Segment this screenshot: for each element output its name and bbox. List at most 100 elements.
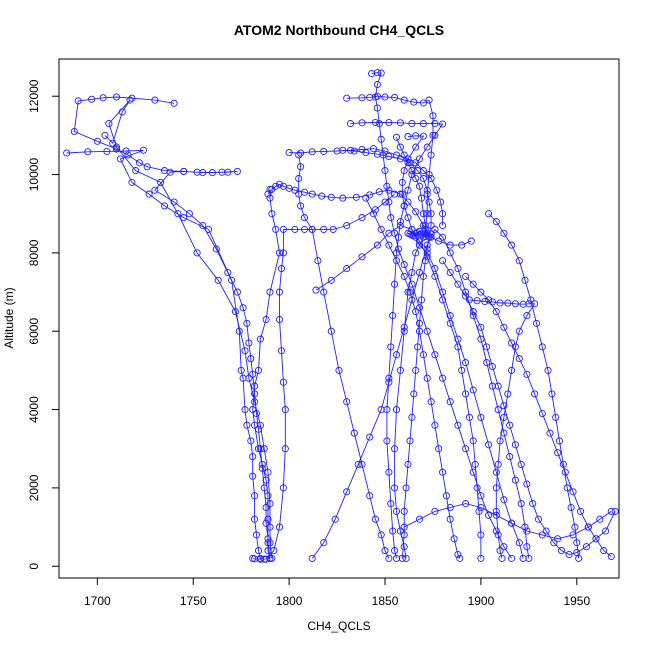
- data-point: [494, 382, 502, 390]
- data-point: [521, 523, 529, 531]
- data-point: [93, 137, 101, 145]
- data-point: [116, 155, 124, 163]
- data-point: [295, 190, 303, 198]
- data-point: [385, 186, 393, 194]
- data-point: [515, 355, 523, 363]
- data-point: [417, 194, 426, 202]
- data-point: [132, 167, 140, 175]
- data-point: [329, 225, 337, 233]
- data-point: [193, 168, 201, 176]
- series-line: [298, 154, 390, 559]
- data-point: [433, 186, 441, 194]
- data-point: [139, 146, 147, 154]
- series-line: [342, 149, 432, 559]
- data-point: [417, 296, 426, 304]
- data-point: [358, 214, 366, 222]
- data-point: [415, 304, 424, 312]
- data-point: [450, 535, 458, 543]
- data-point: [350, 429, 358, 437]
- data-point: [389, 312, 397, 320]
- data-point: [224, 268, 232, 277]
- data-point: [419, 99, 427, 107]
- data-point: [412, 143, 420, 151]
- data-point: [582, 543, 590, 551]
- data-point: [295, 174, 303, 183]
- data-point: [343, 488, 351, 496]
- data-point: [185, 210, 193, 218]
- data-point: [266, 523, 274, 531]
- data-point: [145, 190, 153, 198]
- data-point: [415, 155, 424, 163]
- data-point: [423, 374, 431, 382]
- data-point: [406, 437, 414, 445]
- data-point: [496, 547, 504, 555]
- data-point: [439, 257, 447, 265]
- data-point: [279, 378, 287, 386]
- data-point: [477, 413, 485, 421]
- data-point: [527, 296, 535, 304]
- data-point: [312, 286, 320, 294]
- data-point: [392, 133, 401, 141]
- data-point: [521, 276, 529, 284]
- data-point: [542, 527, 550, 535]
- data-point: [373, 150, 381, 158]
- data-point: [454, 343, 462, 351]
- data-point: [254, 445, 263, 453]
- data-point: [400, 202, 408, 210]
- data-point: [523, 370, 531, 378]
- data-point: [454, 421, 462, 429]
- data-point: [477, 554, 485, 562]
- data-point: [392, 507, 401, 515]
- data-point: [264, 515, 272, 523]
- data-point: [492, 218, 500, 226]
- data-point: [275, 315, 284, 324]
- data-point: [291, 225, 299, 233]
- data-point: [126, 96, 134, 104]
- data-point: [392, 257, 401, 265]
- data-point: [262, 519, 270, 527]
- data-point: [346, 120, 355, 128]
- data-point: [437, 198, 445, 206]
- data-point: [251, 398, 259, 406]
- data-point: [517, 460, 525, 468]
- data-point: [358, 460, 366, 468]
- data-point: [561, 468, 569, 476]
- series-line: [403, 503, 612, 540]
- data-point: [552, 413, 560, 421]
- data-point: [63, 149, 71, 157]
- data-point: [391, 280, 399, 288]
- data-point: [266, 288, 274, 296]
- data-point: [277, 265, 286, 273]
- data-point: [385, 118, 393, 127]
- data-point: [231, 308, 239, 316]
- data-point: [555, 437, 564, 445]
- data-point: [425, 96, 433, 104]
- data-point: [249, 453, 257, 461]
- data-point: [504, 390, 512, 398]
- data-point: [492, 527, 500, 535]
- data-point: [431, 131, 439, 139]
- data-point: [396, 119, 404, 127]
- series-line: [289, 148, 444, 226]
- data-point: [538, 409, 546, 418]
- data-point: [151, 96, 159, 104]
- data-point: [320, 539, 328, 547]
- data-point: [272, 225, 280, 233]
- data-point: [500, 543, 508, 551]
- data-point: [431, 351, 439, 359]
- series-trace: [392, 133, 475, 249]
- series-line: [488, 213, 580, 559]
- data-point: [128, 94, 136, 102]
- data-point: [477, 531, 485, 539]
- y-tick-label: 4000: [27, 396, 41, 423]
- data-point: [157, 178, 165, 186]
- data-point: [544, 366, 552, 374]
- data-point: [281, 406, 289, 414]
- data-point: [607, 507, 615, 515]
- data-point: [419, 132, 427, 140]
- x-tick-label: 1950: [563, 594, 590, 608]
- data-point: [314, 257, 322, 265]
- data-point: [308, 190, 316, 198]
- data-point: [84, 148, 92, 156]
